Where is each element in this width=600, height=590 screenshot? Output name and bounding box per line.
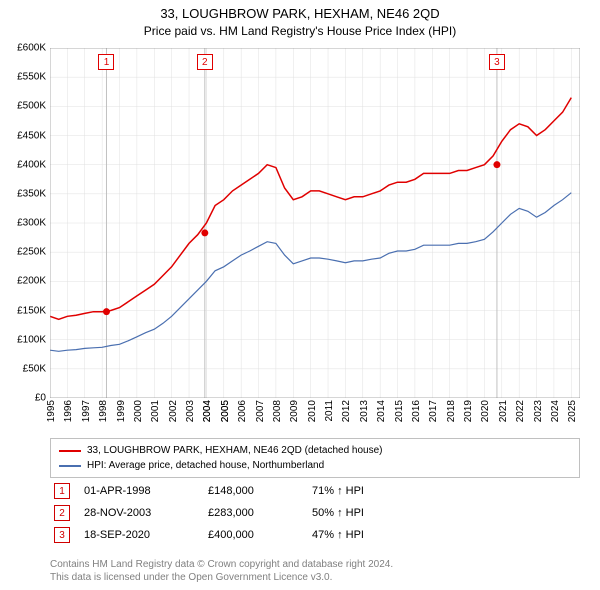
y-tick-label: £500K <box>17 101 46 112</box>
y-tick-label: £300K <box>17 218 46 229</box>
y-tick-label: £400K <box>17 159 46 170</box>
legend-swatch <box>59 465 81 467</box>
x-tick-label: 2023 <box>533 400 544 422</box>
annotation-date: 18-SEP-2020 <box>84 529 194 541</box>
chart-svg <box>50 48 580 398</box>
chart-marker-1: 1 <box>98 54 114 70</box>
attribution: Contains HM Land Registry data © Crown c… <box>50 558 580 584</box>
y-tick-label: £100K <box>17 334 46 345</box>
x-tick-label: 2002 <box>168 400 179 422</box>
legend: 33, LOUGHBROW PARK, HEXHAM, NE46 2QD (de… <box>50 438 580 478</box>
chart-marker-3: 3 <box>489 54 505 70</box>
y-tick-label: £450K <box>17 130 46 141</box>
x-tick-label: 2017 <box>428 400 439 422</box>
chart-marker-2: 2 <box>197 54 213 70</box>
legend-label: HPI: Average price, detached house, Nort… <box>87 458 324 473</box>
x-tick-label: 2012 <box>341 400 352 422</box>
x-tick-label: 2000 <box>133 400 144 422</box>
annotation-date: 28-NOV-2003 <box>84 507 194 519</box>
x-tick-label: 2013 <box>359 400 370 422</box>
x-tick-label: 2010 <box>307 400 318 422</box>
annotation-pct: 50% ↑ HPI <box>312 507 364 519</box>
x-tick-label: 2008 <box>272 400 283 422</box>
annotation-marker: 1 <box>54 483 70 499</box>
y-tick-label: £0 <box>35 393 46 404</box>
x-tick-label: 1996 <box>63 400 74 422</box>
annotation-price: £283,000 <box>208 507 298 519</box>
y-tick-label: £550K <box>17 72 46 83</box>
x-tick-label: 2015 <box>394 400 405 422</box>
x-tick-label: 2022 <box>515 400 526 422</box>
x-tick-label: 2016 <box>411 400 422 422</box>
y-tick-label: £50K <box>23 363 46 374</box>
y-tick-label: £200K <box>17 276 46 287</box>
y-tick-label: £250K <box>17 247 46 258</box>
annotation-date: 01-APR-1998 <box>84 485 194 497</box>
annotation-row: 2 28-NOV-2003 £283,000 50% ↑ HPI <box>50 502 580 524</box>
annotation-marker: 2 <box>54 505 70 521</box>
x-tick-label: 2020 <box>480 400 491 422</box>
attribution-line2: This data is licensed under the Open Gov… <box>50 571 580 584</box>
x-tick-label: 1995 <box>46 400 57 422</box>
legend-swatch <box>59 450 81 452</box>
y-tick-label: £150K <box>17 305 46 316</box>
annotation-marker: 3 <box>54 527 70 543</box>
y-tick-label: £600K <box>17 43 46 54</box>
legend-label: 33, LOUGHBROW PARK, HEXHAM, NE46 2QD (de… <box>87 443 382 458</box>
x-tick-label: 2004 <box>202 400 213 422</box>
x-tick-label: 2006 <box>237 400 248 422</box>
attribution-line1: Contains HM Land Registry data © Crown c… <box>50 558 580 571</box>
chart-subtitle: Price paid vs. HM Land Registry's House … <box>0 22 600 42</box>
x-tick-label: 2024 <box>550 400 561 422</box>
x-tick-label: 1999 <box>116 400 127 422</box>
x-tick-label: 2021 <box>498 400 509 422</box>
y-tick-label: £350K <box>17 188 46 199</box>
y-axis-labels: £0£50K£100K£150K£200K£250K£300K£350K£400… <box>0 48 48 398</box>
plot-area: 1 2 3 <box>50 48 580 398</box>
x-tick-label: 2007 <box>255 400 266 422</box>
legend-item: 33, LOUGHBROW PARK, HEXHAM, NE46 2QD (de… <box>59 443 571 458</box>
x-tick-label: 2019 <box>463 400 474 422</box>
chart-container: 33, LOUGHBROW PARK, HEXHAM, NE46 2QD Pri… <box>0 0 600 590</box>
x-tick-label: 2003 <box>185 400 196 422</box>
x-tick-label: 2018 <box>446 400 457 422</box>
x-tick-label: 2001 <box>150 400 161 422</box>
annotation-row: 3 18-SEP-2020 £400,000 47% ↑ HPI <box>50 524 580 546</box>
x-tick-label: 2014 <box>376 400 387 422</box>
x-tick-label: 2005 <box>220 400 231 422</box>
annotation-price: £148,000 <box>208 485 298 497</box>
legend-item: HPI: Average price, detached house, Nort… <box>59 458 571 473</box>
annotation-pct: 71% ↑ HPI <box>312 485 364 497</box>
x-tick-label: 2025 <box>567 400 578 422</box>
x-tick-label: 2009 <box>289 400 300 422</box>
chart-title: 33, LOUGHBROW PARK, HEXHAM, NE46 2QD <box>0 0 600 22</box>
annotation-price: £400,000 <box>208 529 298 541</box>
annotation-table: 1 01-APR-1998 £148,000 71% ↑ HPI 2 28-NOV-200… <box>50 480 580 546</box>
x-tick-label: 1997 <box>81 400 92 422</box>
annotation-pct: 47% ↑ HPI <box>312 529 364 541</box>
annotation-row: 1 01-APR-1998 £148,000 71% ↑ HPI <box>50 480 580 502</box>
x-tick-label: 2011 <box>324 400 335 422</box>
x-axis-labels: 1995199619971998199920002001200220032004… <box>50 398 580 438</box>
x-tick-label: 1998 <box>98 400 109 422</box>
